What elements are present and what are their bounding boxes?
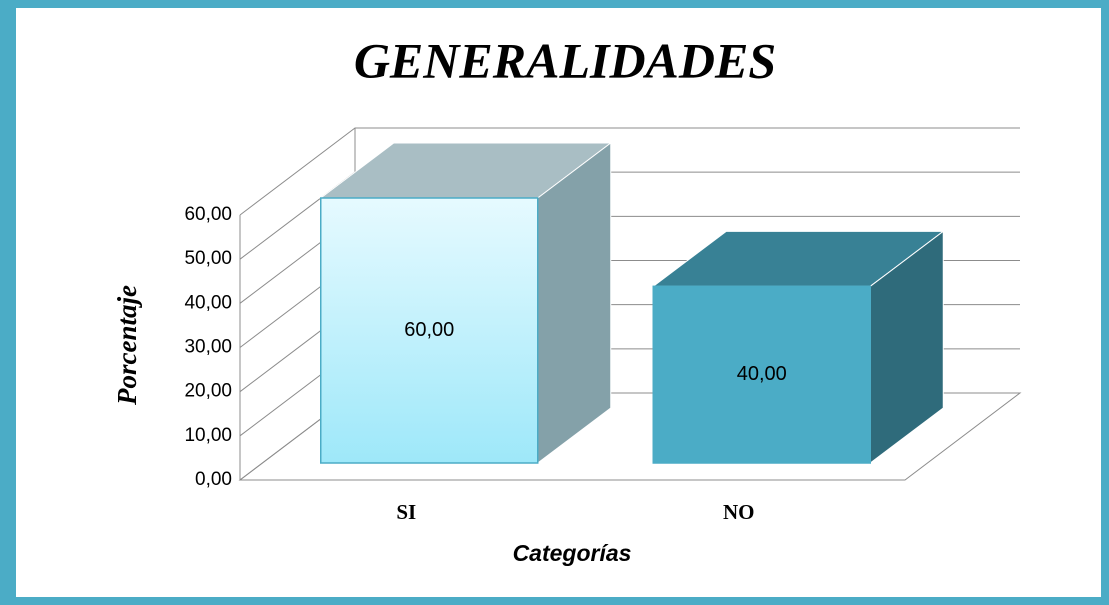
- y-tick-label: 10,00: [184, 425, 232, 446]
- bar: [651, 230, 945, 465]
- grid-line: [239, 127, 1020, 216]
- chart-title: GENERALIDADES: [354, 32, 776, 88]
- x-tick-label: SI: [396, 500, 416, 524]
- x-tick-label: NO: [723, 500, 755, 524]
- bar-front: [652, 285, 871, 464]
- frame-left: [0, 0, 16, 605]
- y-tick-label: 0,00: [195, 469, 232, 490]
- y-tick-label: 50,00: [184, 248, 232, 269]
- bar-side: [537, 141, 612, 465]
- x-axis-label: Categorías: [513, 540, 632, 566]
- y-axis-label: Porcentaje: [112, 285, 142, 406]
- y-tick-label: 20,00: [184, 381, 232, 402]
- bar-front: [320, 197, 539, 464]
- y-tick-label: 60,00: [184, 204, 232, 225]
- bar: [319, 141, 613, 465]
- value-label: 40,00: [737, 363, 787, 385]
- y-tick-label: 30,00: [184, 337, 232, 358]
- value-label: 60,00: [404, 319, 454, 341]
- y-tick-label: 40,00: [184, 292, 232, 313]
